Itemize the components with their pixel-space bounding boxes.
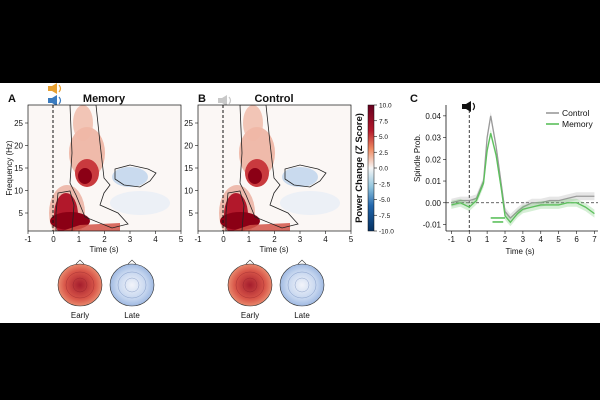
- y-tick-label: 0.00: [425, 199, 441, 208]
- colorbar-title: Power Change (Z Score): [354, 113, 365, 223]
- heatmap-title: Control: [254, 93, 293, 105]
- topo-label: Late: [294, 311, 310, 320]
- x-tick-label: -1: [448, 235, 456, 244]
- topomap-late: [109, 259, 155, 307]
- y-tick-label: 5: [19, 209, 24, 218]
- y-tick-label: 20: [14, 142, 23, 151]
- x-axis-label: Time (s): [505, 247, 534, 256]
- panel-letter-b: B: [198, 93, 206, 105]
- x-tick-label: 0: [467, 235, 472, 244]
- x-tick-label: 1: [77, 235, 82, 244]
- x-tick-label: 5: [179, 235, 184, 244]
- colorbar-tick-label: 5.0: [379, 134, 388, 141]
- legend-label: Control: [562, 108, 590, 118]
- colorbar-tick-label: -2.5: [379, 181, 391, 188]
- x-tick-label: 3: [128, 235, 133, 244]
- colorbar-tick-label: -5.0: [379, 197, 391, 204]
- heatmap-b-yticks: 5 10 15 20 25: [184, 119, 198, 218]
- y-tick-label: 0.02: [425, 155, 441, 164]
- y-axis-label: Frequency (Hz): [5, 140, 14, 195]
- heatmap-a-yticks: 5 10 15 20 25: [14, 119, 28, 218]
- colorbar-tick-label: -10.0: [379, 229, 394, 236]
- colorbar-ticks: 10.0 7.5 5.0 2.5 0.0 -2.5 -5.0 -7.5 -10.0: [374, 103, 394, 236]
- legend: Control Memory: [546, 108, 593, 129]
- x-tick-label: 2: [102, 235, 107, 244]
- x-tick-label: -1: [24, 235, 32, 244]
- heatmap-b-xticks: -1 0 1 2 3 4 5: [194, 231, 354, 244]
- x-tick-label: 1: [485, 235, 490, 244]
- x-axis-label: Time (s): [259, 245, 288, 254]
- line-chart: -1 0 1 2 3 4 5 6 7 -0.01 0.00 0.01 0.02 0.03 0.04: [423, 105, 598, 244]
- topo-label: Late: [124, 311, 140, 320]
- heatmap-a-xticks: -1 0 1 2 3 4 5: [24, 231, 184, 244]
- colorbar-tick-label: 2.5: [379, 150, 388, 157]
- colorbar-tick-label: 7.5: [379, 118, 388, 125]
- x-tick-label: 3: [521, 235, 526, 244]
- topomap-early: [227, 259, 273, 307]
- topomap-early: [57, 259, 103, 307]
- y-tick-label: -0.01: [423, 220, 442, 229]
- y-tick-label: 0.01: [425, 177, 441, 186]
- x-tick-label: 5: [349, 235, 354, 244]
- heatmap-memory: [28, 105, 181, 231]
- x-tick-label: 4: [323, 235, 328, 244]
- speaker-icon: [218, 95, 232, 106]
- x-tick-label: 5: [556, 235, 561, 244]
- panel-letter-c: C: [410, 93, 418, 105]
- legend-label: Memory: [562, 119, 593, 129]
- y-tick-label: 15: [14, 164, 23, 173]
- speaker-icon: [462, 101, 476, 112]
- topo-label: Early: [71, 311, 89, 320]
- y-tick-label: 5: [189, 209, 194, 218]
- series-band: [451, 129, 595, 227]
- y-tick-label: 0.04: [425, 112, 441, 121]
- panel-letter-a: A: [8, 93, 16, 105]
- series-line-memory: [451, 133, 595, 224]
- y-axis-label: Spindle Prob.: [413, 134, 422, 182]
- topo-label: Early: [241, 311, 259, 320]
- y-tick-label: 15: [184, 164, 193, 173]
- x-tick-label: 2: [272, 235, 277, 244]
- colorbar: [367, 104, 375, 232]
- y-tick-label: 0.03: [425, 134, 441, 143]
- heatmap-title: Memory: [83, 93, 126, 105]
- heatmap-control: [198, 105, 351, 231]
- x-tick-label: 0: [221, 235, 226, 244]
- x-tick-label: 4: [153, 235, 158, 244]
- x-tick-label: 6: [574, 235, 579, 244]
- speaker-icon: [48, 83, 62, 106]
- y-tick-label: 10: [184, 187, 193, 196]
- colorbar-tick-label: 0.0: [379, 166, 388, 173]
- x-tick-label: 3: [298, 235, 303, 244]
- y-tick-label: 25: [184, 119, 193, 128]
- y-tick-label: 10: [14, 187, 23, 196]
- x-tick-label: -1: [194, 235, 202, 244]
- x-tick-label: 1: [247, 235, 252, 244]
- x-axis-label: Time (s): [89, 245, 118, 254]
- y-tick-label: 25: [14, 119, 23, 128]
- colorbar-tick-label: 10.0: [379, 103, 392, 110]
- x-tick-label: 4: [539, 235, 544, 244]
- y-tick-label: 20: [184, 142, 193, 151]
- colorbar-tick-label: -7.5: [379, 213, 391, 220]
- x-tick-label: 7: [592, 235, 597, 244]
- series-line-control: [451, 115, 595, 219]
- x-tick-label: 2: [503, 235, 508, 244]
- x-tick-label: 0: [51, 235, 56, 244]
- figure-panel: A B C Memory -1 0 1 2 3 4 5 5 10 15 20 25 Time (s): [0, 83, 600, 323]
- topomap-late: [279, 259, 325, 307]
